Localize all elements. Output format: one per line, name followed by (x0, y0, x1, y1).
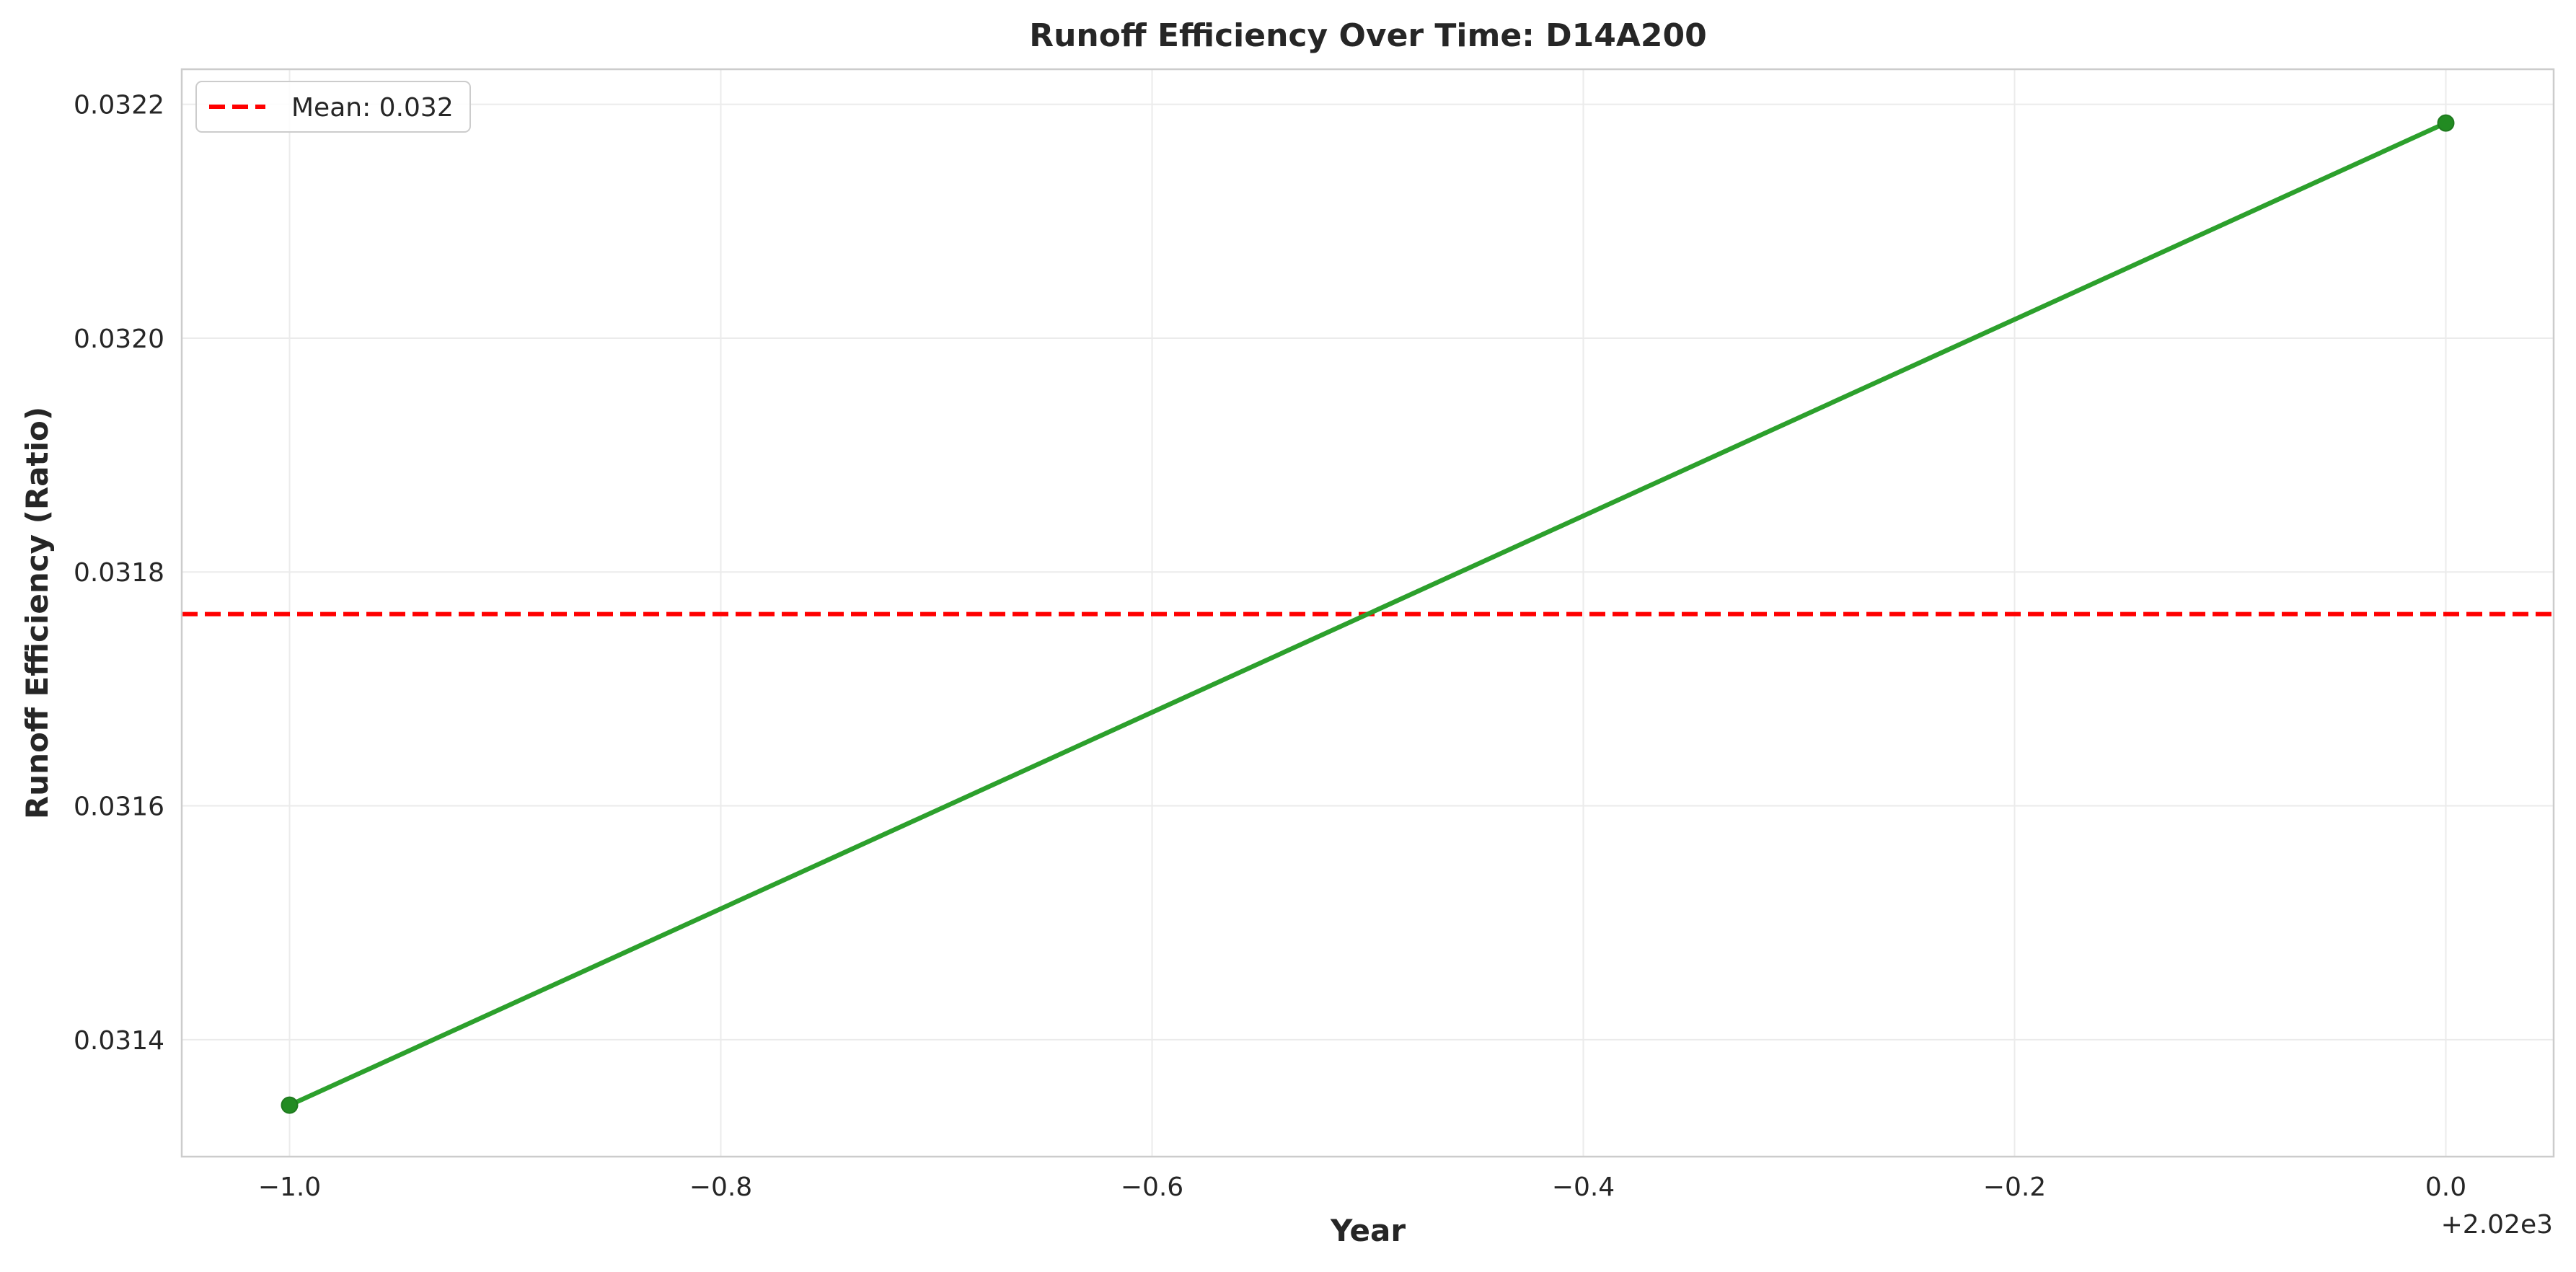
chart-title: Runoff Efficiency Over Time: D14A200 (1029, 17, 1707, 54)
legend-box (195, 81, 471, 133)
y-tick-label: 0.0316 (74, 792, 164, 822)
y-tick-label: 0.0320 (74, 324, 164, 354)
x-tick-label: −0.8 (689, 1172, 752, 1202)
legend: Mean: 0.032 (195, 81, 471, 133)
series-layer (281, 114, 2455, 1114)
x-tick-label: −0.6 (1121, 1172, 1183, 1202)
legend-label-mean: Mean: 0.032 (291, 93, 454, 123)
data-point (2437, 114, 2455, 132)
x-tick-label: −0.2 (1983, 1172, 2046, 1202)
x-axis-offset-label: +2.02e3 (2441, 1210, 2553, 1240)
series-line (287, 120, 2448, 1108)
tick-labels: −1.0 −0.8 −0.6 −0.4 −0.2 0.0 0.0314 0.0316 0.031… (74, 91, 2466, 1202)
y-tick-label: 0.0314 (74, 1026, 164, 1056)
y-axis-label: Runoff Efficiency (Ratio) (19, 407, 55, 819)
y-tick-label: 0.0318 (74, 558, 164, 588)
x-axis-label: Year (1330, 1213, 1406, 1248)
x-tick-label: 0.0 (2425, 1172, 2466, 1202)
data-point (281, 1096, 299, 1114)
plot-frame (180, 68, 2555, 1158)
y-tick-label: 0.0322 (74, 91, 164, 120)
x-tick-label: −1.0 (258, 1172, 321, 1202)
x-tick-label: −0.4 (1552, 1172, 1615, 1202)
